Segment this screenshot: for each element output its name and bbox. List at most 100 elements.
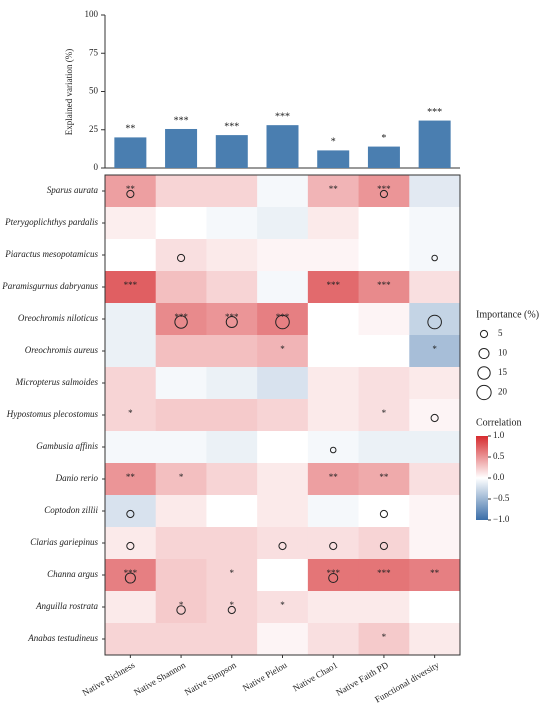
colorbar [476,436,488,520]
size-legend-label: 15 [498,367,508,377]
heat-cell [105,271,157,304]
heat-cell [358,239,410,272]
heat-cell [155,495,207,528]
row-label: Gambusia affinis [36,441,98,451]
significance-label: *** [377,184,391,194]
row-label: Sparus aurata [47,185,99,195]
size-legend-title: Importance (%) [476,309,539,320]
heat-cell [307,271,360,304]
significance-label: * [179,472,184,482]
row-label: Micropterus salmoides [15,377,99,387]
heat-cell [155,527,207,560]
heat-cell [257,559,309,592]
heat-cell [155,367,207,400]
colorbar-title: Correlation [476,417,522,428]
heat-cell [358,175,410,208]
size-legend-label: 5 [498,328,503,338]
row-label: Oreochromis niloticus [18,313,99,323]
significance-label: * [382,408,387,418]
column-label: Native Richness [81,660,137,698]
heat-cell [105,559,157,592]
heat-cell [257,591,309,624]
bar [367,146,400,168]
significance-label: *** [377,280,391,290]
heat-cell [105,335,157,368]
heat-cell [257,271,309,304]
heat-cell [206,559,258,592]
significance-label: * [280,600,285,610]
y-axis-title: Explained variation (%) [64,49,74,135]
size-legend-circle [478,347,490,360]
colorbar-tick-label: −1.0 [493,514,510,524]
bar [266,125,299,168]
heat-cell [409,207,461,240]
heat-cell [206,303,258,336]
column-label: Native Simpson [183,660,238,698]
heat-cell [409,463,461,496]
heat-cell [155,175,207,208]
heat-cell [257,367,309,400]
importance-circle [275,314,290,330]
heat-cell [358,335,410,368]
bar [215,135,248,168]
significance-label: *** [224,121,239,132]
heat-cell [307,463,360,496]
heat-cell [409,175,461,208]
heat-cell [105,303,157,336]
importance-circle [328,572,339,584]
heat-cell [409,495,461,528]
row-label: Paramisgurnus dabryanus [1,281,98,291]
heat-cell [409,591,461,624]
heat-cell [206,591,258,624]
size-legend-label: 10 [498,348,508,358]
heat-cell [409,527,461,560]
colorbar-tick-label: 1.0 [493,430,505,440]
heat-cell [105,175,157,208]
significance-label: * [331,137,336,148]
heat-cell [307,591,360,624]
significance-label: *** [225,312,239,322]
importance-circle [379,189,389,199]
heat-cell [206,431,258,464]
heat-cell [105,527,157,560]
significance-label: * [382,632,387,642]
heat-cell [307,527,360,560]
significance-label: *** [275,111,290,122]
heat-cell [307,239,360,272]
heat-cell [307,175,360,208]
heat-cell [409,559,461,592]
heat-cell [257,175,309,208]
heat-cell [206,399,258,432]
heat-cell [155,559,207,592]
heat-cell [105,495,157,528]
significance-label: *** [377,568,391,578]
y-tick-label: 100 [85,9,99,19]
significance-label: * [230,600,235,610]
heat-cell [409,399,461,432]
row-label: Oreochromis aureus [25,345,99,355]
heat-cell [409,303,461,336]
heat-cell [358,367,410,400]
significance-label: *** [124,568,138,578]
size-legend-circle [477,366,491,380]
heat-cell [105,463,157,496]
heat-cell [257,623,309,656]
column-label: Native Chao1 [291,660,339,694]
significance-label: ** [379,472,389,482]
heat-cell [358,303,410,336]
heat-cell [155,463,207,496]
row-label: Anguilla rostrata [35,601,98,611]
heat-cell [307,495,360,528]
heat-cell [257,527,309,560]
significance-label: * [381,133,386,144]
significance-label: *** [174,312,188,322]
heat-cell [358,207,410,240]
heat-cell [105,207,157,240]
significance-label: * [432,344,437,354]
heat-cell [257,207,309,240]
heat-cell [307,207,360,240]
significance-label: * [230,568,235,578]
size-legend-circle [479,329,489,339]
heat-cell [409,431,461,464]
row-label: Coptodon zillii [44,505,98,515]
